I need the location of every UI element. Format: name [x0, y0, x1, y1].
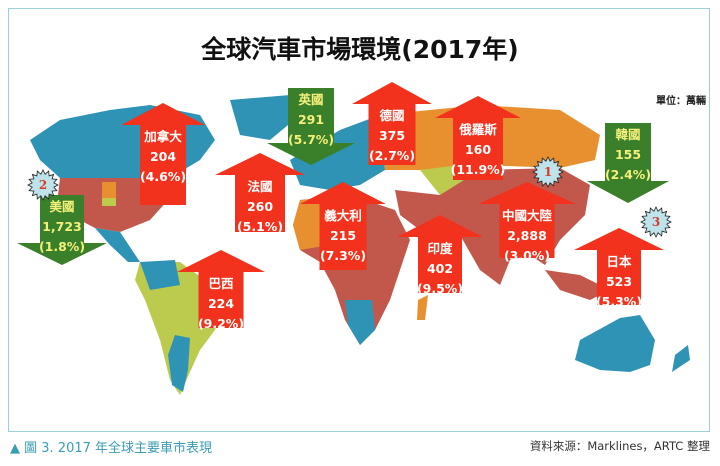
region-australia [575, 315, 655, 372]
market-name: 義大利 [324, 208, 362, 223]
market-sales: 291 [297, 112, 325, 127]
market-name: 英國 [298, 92, 324, 107]
market-label-china: 中國大陸 2,888 (3.0%) [502, 206, 552, 266]
region-argentina [168, 335, 190, 392]
market-name: 美國 [49, 199, 75, 214]
market-sales: 260 [246, 199, 274, 214]
region-central-america [95, 228, 140, 262]
rank-number: 2 [38, 178, 48, 192]
market-growth: (2.7%) [368, 148, 416, 163]
market-sales: 1,723 [42, 219, 82, 234]
market-label-uk: 英國 291 (5.7%) [288, 90, 334, 150]
market-label-italy: 義大利 215 (7.3%) [320, 206, 366, 266]
figure-frame [8, 8, 710, 432]
market-growth: (1.8%) [38, 239, 86, 254]
market-name: 中國大陸 [501, 208, 553, 223]
arrow-up-france [215, 153, 305, 232]
arrow-up-canada [121, 103, 205, 205]
market-sales: 402 [426, 261, 454, 276]
market-sales: 160 [464, 142, 492, 157]
arrow-down-usa [17, 195, 107, 265]
market-name: 韓國 [615, 127, 641, 142]
market-growth: (7.3%) [319, 248, 367, 263]
market-label-usa: 美國 1,723 (1.8%) [39, 197, 85, 257]
market-name: 俄羅斯 [459, 122, 497, 137]
market-label-brazil: 巴西 224 (9.2%) [198, 274, 244, 334]
market-label-france: 法國 260 (5.1%) [237, 177, 283, 237]
market-growth: (9.2%) [197, 316, 245, 331]
market-label-india: 印度 402 (9.5%) [417, 239, 463, 299]
market-growth: (5.7%) [287, 132, 335, 147]
market-label-japan: 日本 523 (5.3%) [596, 252, 642, 312]
rank-number: 1 [543, 165, 553, 179]
market-name: 巴西 [208, 276, 234, 291]
arrow-up-india [397, 215, 483, 293]
arrow-down-uk [267, 88, 355, 165]
market-sales: 215 [329, 228, 357, 243]
market-name: 德國 [379, 108, 405, 123]
market-growth: (9.5%) [416, 281, 464, 296]
market-arrows [17, 82, 669, 328]
market-label-russia: 俄羅斯 160 (11.9%) [451, 120, 506, 180]
figure-caption: ▲ 圖 3. 2017 年全球主要車市表現 [10, 441, 213, 456]
rank-number: 3 [651, 215, 661, 229]
arrow-up-brazil [177, 250, 265, 328]
arrow-up-germany [352, 82, 432, 165]
market-growth: (5.1%) [236, 219, 284, 234]
region-europe [290, 115, 385, 190]
market-name: 法國 [247, 179, 273, 194]
rank-star-icon [640, 206, 672, 238]
market-growth: (5.3%) [595, 294, 643, 309]
arrow-up-russia [435, 96, 521, 180]
rank-badges [27, 156, 672, 238]
market-growth: (2.4%) [604, 167, 652, 182]
market-sales: 2,888 [507, 228, 547, 243]
region-greenland [230, 95, 300, 140]
market-name: 日本 [606, 254, 632, 269]
arrow-up-china [478, 182, 576, 258]
arrow-up-italy [300, 182, 386, 270]
market-label-canada: 加拿大 204 (4.6%) [140, 127, 186, 187]
market-sales: 224 [207, 296, 235, 311]
market-name: 印度 [427, 241, 453, 256]
source-note: 資料來源：Marklines，ARTC 整理 [529, 439, 710, 453]
market-sales: 155 [614, 147, 642, 162]
market-growth: (4.6%) [139, 169, 187, 184]
rank-star-icon [27, 169, 59, 201]
unit-label: 單位：萬輛 [656, 96, 706, 107]
market-sales: 204 [149, 149, 177, 164]
market-sales: 523 [605, 274, 633, 289]
market-sales: 375 [378, 128, 406, 143]
market-growth: (3.0%) [503, 248, 551, 263]
market-label-germany: 德國 375 (2.7%) [369, 106, 415, 166]
market-growth: (11.9%) [450, 162, 506, 177]
map-title: 全球汽車市場環境(2017年) [201, 35, 519, 64]
arrow-down-korea [587, 123, 669, 203]
arrow-up-japan [574, 228, 664, 305]
rank-star-icon [532, 156, 564, 188]
market-name: 加拿大 [144, 129, 182, 144]
market-label-korea: 韓國 155 (2.4%) [605, 125, 651, 185]
